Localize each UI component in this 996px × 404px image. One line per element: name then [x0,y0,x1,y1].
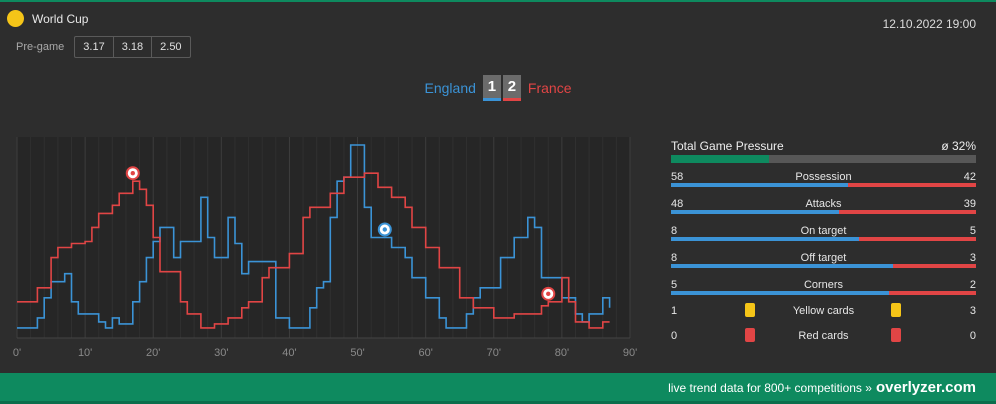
pressure-trend-chart: 0' 10' 20' 30' 40' 50' 60' 70' 80' 90' [13,137,637,359]
footer-banner[interactable]: live trend data for 800+ competitions » … [0,373,996,404]
away-yellow-cards: 3 [969,305,976,317]
stat-bar [671,237,976,241]
stat-bar-home-fill [671,291,889,295]
stat-label: Attacks [805,198,842,210]
competition-header: World Cup [7,10,88,27]
odds-home[interactable]: 3.17 [75,37,114,57]
stat-bar [671,183,976,187]
stat-row-attacks: 48 Attacks 39 [671,190,976,217]
x-tick-label: 20' [146,347,160,359]
series-line-england [17,144,611,329]
stats-panel: Total Game Pressure ø 32% 58 Possession 42… [671,139,976,348]
series-line-france [17,172,610,329]
x-tick-label: 0' [13,347,21,359]
stat-home-value: 8 [671,252,678,264]
stat-row-on-target: 8 On target 5 [671,217,976,244]
stat-away-value: 3 [969,252,976,264]
x-tick-label: 10' [78,347,92,359]
yellow-cards-label: Yellow cards [792,305,855,317]
red-card-icon [891,328,901,342]
yellow-card-icon [745,303,755,317]
competition-icon [7,10,24,27]
stat-bar-home-fill [671,183,848,187]
x-tick-label: 80' [555,347,569,359]
odds-draw[interactable]: 3.18 [114,37,153,57]
stat-bar-home-fill [671,264,893,268]
yellow-cards-row: 1 Yellow cards 3 [671,298,976,323]
odds-away[interactable]: 2.50 [160,41,182,53]
top-accent-line [0,0,996,2]
competition-name: World Cup [32,11,89,26]
pregame-label: Pre-game [16,41,65,53]
pressure-value: ø 32% [941,139,976,153]
stat-label: Off target [800,252,847,264]
red-card-icon [745,328,755,342]
chart-plot-area [17,137,630,338]
home-score: 1 [482,75,501,101]
pressure-header: Total Game Pressure ø 32% [671,139,976,153]
pressure-bar [671,155,976,163]
home-red-cards: 0 [671,330,678,342]
x-tick-label: 50' [350,347,364,359]
stat-home-value: 5 [671,279,678,291]
pressure-bar-fill [671,155,769,163]
x-tick-label: 60' [418,347,432,359]
stat-bar [671,264,976,268]
stat-bar-home-fill [671,210,840,214]
x-tick-label: 70' [487,347,501,359]
red-cards-label: Red cards [798,330,849,342]
stat-row-corners: 5 Corners 2 [671,271,976,298]
red-cards-row: 0 Red cards 0 [671,323,976,348]
home-yellow-cards: 1 [671,305,678,317]
scoreline: England 1 2 France [0,75,996,101]
x-tick-label: 40' [282,347,296,359]
away-team-name: France [527,80,572,96]
goal-ball-center [130,171,135,176]
stat-label: On target [800,225,847,237]
stat-home-value: 8 [671,225,678,237]
stat-away-value: 5 [969,225,976,237]
goal-ball-center [546,291,551,297]
stat-away-value: 2 [969,279,976,291]
odds-group: 3.17 3.18 2.50 [74,36,191,58]
yellow-card-icon [891,303,901,317]
stat-row-possession: 58 Possession 42 [671,163,976,190]
away-score: 2 [502,75,521,101]
brand-logo[interactable]: overlyzer.com [875,379,976,396]
stat-label: Corners [803,279,844,291]
stat-away-value: 39 [963,198,976,210]
goal-ball-center [382,227,387,232]
match-datetime: 12.10.2022 19:00 [882,17,976,31]
stat-home-value: 48 [671,198,684,210]
stat-bar [671,210,976,214]
pressure-label: Total Game Pressure [671,139,784,153]
stat-away-value: 42 [963,171,976,183]
home-team-name: England [424,80,476,96]
stat-home-value: 58 [671,171,684,183]
stat-label: Possession [795,171,852,183]
footer-tagline: live trend data for 800+ competitions » [668,381,872,395]
pregame-odds: Pre-game 3.17 3.18 2.50 [16,36,191,58]
stat-bar [671,291,976,295]
away-red-cards: 0 [969,330,976,342]
x-tick-label: 90' [623,347,637,359]
x-tick-label: 30' [214,347,228,359]
stat-row-off-target: 8 Off target 3 [671,244,976,271]
stat-bar-home-fill [671,237,859,241]
